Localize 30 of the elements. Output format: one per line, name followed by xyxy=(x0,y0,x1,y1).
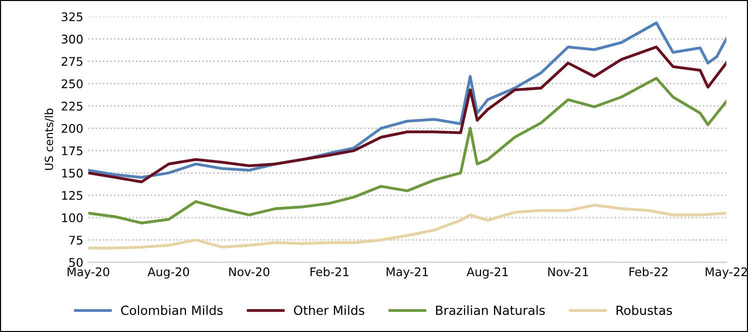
line-series xyxy=(88,46,726,184)
legend-label: Colombian Milds xyxy=(121,305,223,316)
y-tick-label: 50 xyxy=(69,258,83,267)
y-tick-label: 275 xyxy=(62,56,82,66)
legend-label: Robustas xyxy=(616,305,672,316)
x-tick-label: May-21 xyxy=(386,267,428,279)
y-tick-label: 225 xyxy=(62,102,82,111)
line-series xyxy=(88,76,726,224)
x-tick-label: May-20 xyxy=(68,267,110,279)
y-tick-label: 300 xyxy=(62,34,83,44)
x-tick-label: Aug-21 xyxy=(466,267,508,279)
y-tick-label: 250 xyxy=(62,79,83,88)
x-tick-label: Feb-22 xyxy=(630,267,668,276)
legend-label: Other Milds xyxy=(294,305,364,316)
line-series xyxy=(88,204,726,250)
x-tick-label: Nov-20 xyxy=(229,267,270,276)
y-tick-label: 125 xyxy=(62,191,82,200)
y-tick-label: 100 xyxy=(62,213,83,222)
y-tick-label: 175 xyxy=(62,146,82,156)
line-series xyxy=(88,21,726,179)
y-tick-label: 150 xyxy=(62,168,83,178)
legend-label: Brazilian Naturals xyxy=(436,305,545,316)
y-tick-label: 200 xyxy=(62,124,83,133)
x-tick-label: Feb-21 xyxy=(310,267,348,276)
x-tick-label: Aug-20 xyxy=(148,267,190,279)
x-tick-label: Nov-21 xyxy=(548,267,588,276)
x-tick-label: May-22 xyxy=(706,267,747,279)
y-axis-title: US cents/lb xyxy=(44,108,54,170)
y-tick-label: 325 xyxy=(62,12,82,22)
y-tick-label: 75 xyxy=(69,236,82,245)
